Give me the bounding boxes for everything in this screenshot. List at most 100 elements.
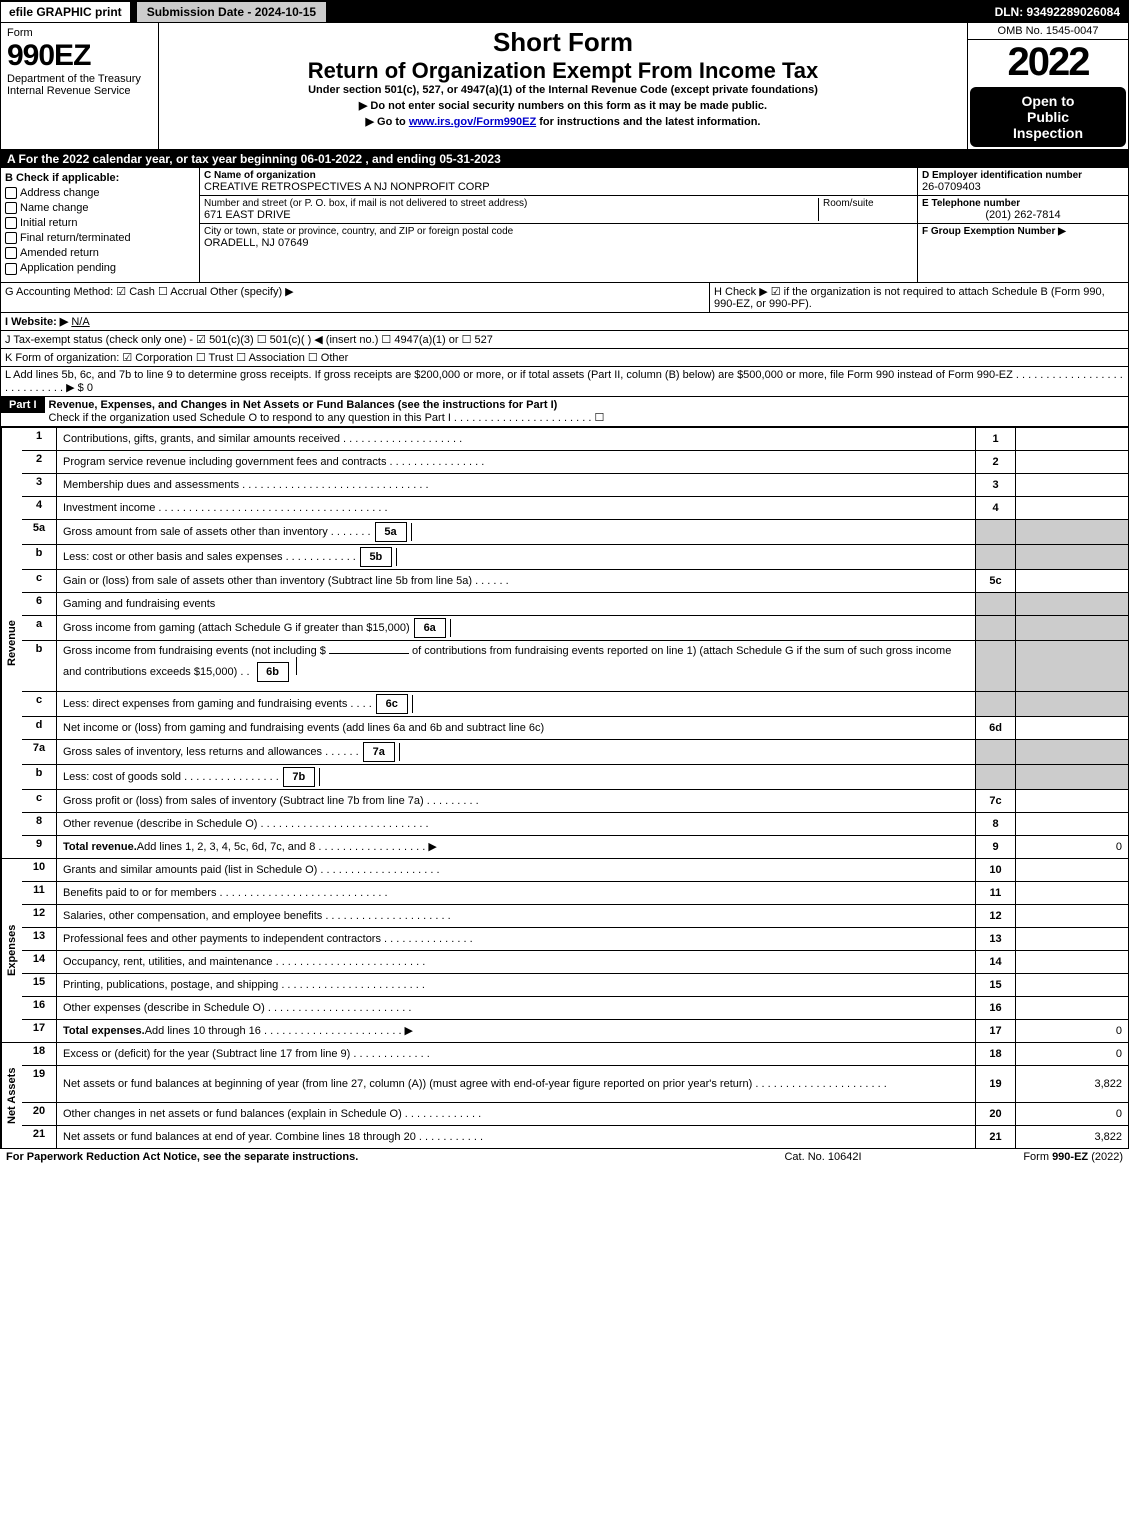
line-10-val: [1016, 859, 1128, 881]
line-6a-desc: Gross income from gaming (attach Schedul…: [57, 616, 975, 640]
line-8-num: 8: [22, 813, 57, 835]
under-section: Under section 501(c), 527, or 4947(a)(1)…: [163, 84, 963, 96]
line-14-num: 14: [22, 951, 57, 973]
line-16-desc: Other expenses (describe in Schedule O) …: [57, 997, 975, 1019]
section-d: D Employer identification number 26-0709…: [918, 168, 1128, 196]
box-5b: 5b: [360, 547, 392, 567]
org-name: CREATIVE RETROSPECTIVES A NJ NONPROFIT C…: [204, 181, 913, 193]
line-18-val: 0: [1016, 1043, 1128, 1065]
part1-title: Revenue, Expenses, and Changes in Net As…: [45, 397, 1128, 426]
line-21-val: 3,822: [1016, 1126, 1128, 1148]
box-7b: 7b: [283, 767, 315, 787]
line-6d-num: d: [22, 717, 57, 739]
line-16-num: 16: [22, 997, 57, 1019]
line-18-num: 18: [22, 1043, 57, 1065]
line-9-num: 9: [22, 836, 57, 858]
check-name[interactable]: Name change: [5, 202, 195, 214]
footer-left: For Paperwork Reduction Act Notice, see …: [6, 1151, 723, 1163]
line-15-num: 15: [22, 974, 57, 996]
open-line2: Public: [974, 109, 1122, 125]
val-6c: [412, 695, 493, 713]
city-label: City or town, state or province, country…: [204, 226, 913, 237]
line-5c-num: c: [22, 570, 57, 592]
line-19-num: 19: [22, 1066, 57, 1102]
line-9-box: 9: [975, 836, 1016, 858]
section-a-bar: A For the 2022 calendar year, or tax yea…: [1, 150, 1128, 168]
line-8-box: 8: [975, 813, 1016, 835]
line-18-desc: Excess or (deficit) for the year (Subtra…: [57, 1043, 975, 1065]
line-14-val: [1016, 951, 1128, 973]
line-17-num: 17: [22, 1020, 57, 1042]
expenses-label: Expenses: [1, 859, 22, 1042]
line-6b-desc: Gross income from fundraising events (no…: [57, 641, 975, 691]
line-4-desc: Investment income . . . . . . . . . . . …: [57, 497, 975, 519]
line-17-val: 0: [1016, 1020, 1128, 1042]
line-6c-num: c: [22, 692, 57, 716]
box-6b: 6b: [257, 662, 289, 682]
check-pending[interactable]: Application pending: [5, 262, 195, 274]
line-6a-num: a: [22, 616, 57, 640]
line-17-box: 17: [975, 1020, 1016, 1042]
line-13-num: 13: [22, 928, 57, 950]
line-13-desc: Professional fees and other payments to …: [57, 928, 975, 950]
section-l: L Add lines 5b, 6c, and 7b to line 9 to …: [1, 367, 1128, 397]
revenue-label: Revenue: [1, 428, 22, 858]
line-13-box: 13: [975, 928, 1016, 950]
submission-date: Submission Date - 2024-10-15: [136, 1, 327, 23]
line-7a-num: 7a: [22, 740, 57, 764]
line-6d-val: [1016, 717, 1128, 739]
line-17-desc: Total expenses. Add lines 10 through 16 …: [57, 1020, 975, 1042]
gross-receipts: L Add lines 5b, 6c, and 7b to line 9 to …: [1, 367, 1128, 396]
line-7a-shade-val: [1016, 740, 1128, 764]
phone-value: (201) 262-7814: [922, 209, 1124, 221]
line-5b-shade: [975, 545, 1016, 569]
line-21-desc: Net assets or fund balances at end of ye…: [57, 1126, 975, 1148]
efile-label[interactable]: efile GRAPHIC print: [1, 2, 130, 22]
line-12-desc: Salaries, other compensation, and employ…: [57, 905, 975, 927]
line-21-num: 21: [22, 1126, 57, 1148]
check-address[interactable]: Address change: [5, 187, 195, 199]
goto-instructions: ▶ Go to www.irs.gov/Form990EZ for instru…: [163, 115, 963, 128]
line-16-val: [1016, 997, 1128, 1019]
netassets-section: Net Assets 18 Excess or (deficit) for th…: [1, 1042, 1128, 1148]
sections-gh: G Accounting Method: ☑ Cash ☐ Accrual Ot…: [1, 283, 1128, 313]
section-i: I Website: ▶ N/A: [1, 313, 1128, 331]
irs-link[interactable]: www.irs.gov/Form990EZ: [409, 116, 536, 128]
sections-def: D Employer identification number 26-0709…: [918, 168, 1128, 282]
expenses-lines: 10 Grants and similar amounts paid (list…: [22, 859, 1128, 1042]
val-6b: [296, 657, 377, 675]
line-5a-desc: Gross amount from sale of assets other t…: [57, 520, 975, 544]
org-name-label: C Name of organization: [204, 170, 913, 181]
section-h: H Check ▶ ☑ if the organization is not r…: [710, 283, 1128, 312]
netassets-label: Net Assets: [1, 1043, 22, 1148]
line-19-val: 3,822: [1016, 1066, 1128, 1102]
line-5a-shade: [975, 520, 1016, 544]
line-6a-shade: [975, 616, 1016, 640]
val-7b: [319, 768, 400, 786]
val-5a: [411, 523, 492, 541]
line-7a-shade: [975, 740, 1016, 764]
box-6c: 6c: [376, 694, 408, 714]
part1-check: Check if the organization used Schedule …: [49, 412, 605, 424]
line-7b-desc: Less: cost of goods sold . . . . . . . .…: [57, 765, 975, 789]
org-name-block: C Name of organization CREATIVE RETROSPE…: [200, 168, 917, 196]
line-7c-val: [1016, 790, 1128, 812]
line-6b-shade: [975, 641, 1016, 691]
irs-label: Internal Revenue Service: [7, 85, 152, 97]
line-5c-desc: Gain or (loss) from sale of assets other…: [57, 570, 975, 592]
check-final[interactable]: Final return/terminated: [5, 232, 195, 244]
line-12-val: [1016, 905, 1128, 927]
section-b: B Check if applicable: Address change Na…: [1, 168, 200, 282]
line-6c-shade-val: [1016, 692, 1128, 716]
check-initial[interactable]: Initial return: [5, 217, 195, 229]
check-amended[interactable]: Amended return: [5, 247, 195, 259]
line-8-val: [1016, 813, 1128, 835]
line-6a-shade-val: [1016, 616, 1128, 640]
line-13-val: [1016, 928, 1128, 950]
line-11-box: 11: [975, 882, 1016, 904]
dln-label: DLN: 93492289026084: [987, 2, 1128, 22]
val-7a: [399, 743, 480, 761]
goto-pre: ▶ Go to: [366, 116, 409, 128]
line-7a-desc: Gross sales of inventory, less returns a…: [57, 740, 975, 764]
line-11-num: 11: [22, 882, 57, 904]
